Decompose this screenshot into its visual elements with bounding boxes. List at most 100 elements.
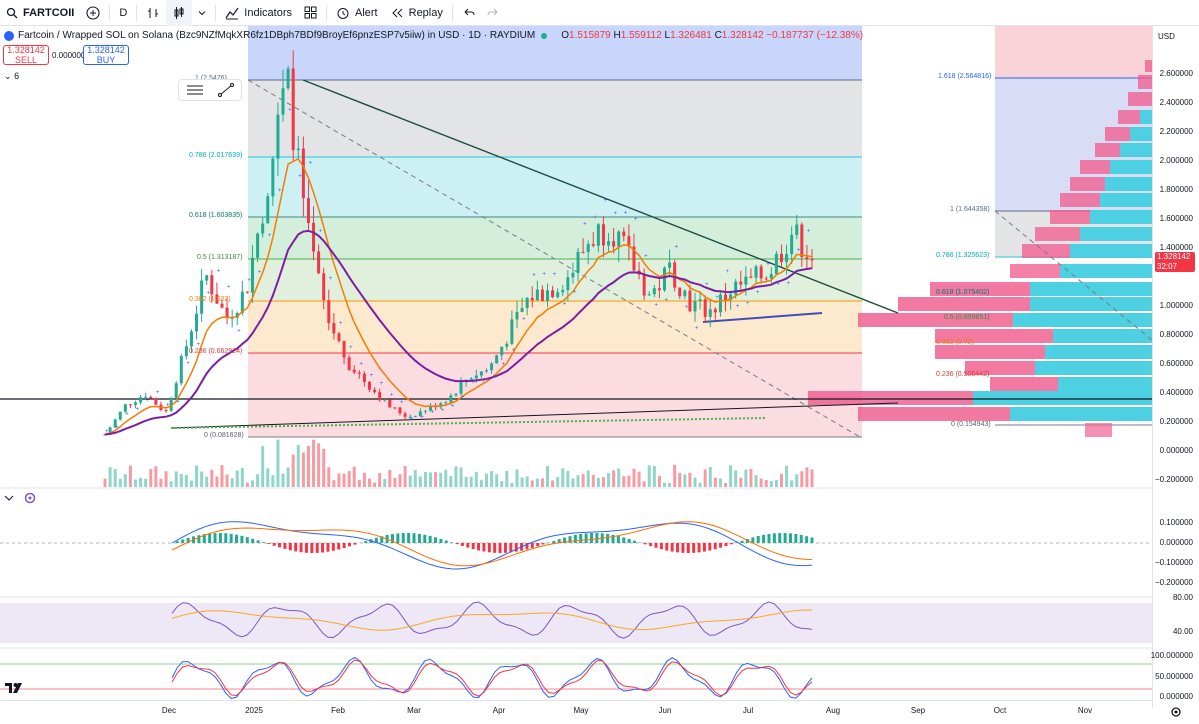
candle-body (205, 275, 209, 281)
candle-body (317, 251, 321, 274)
psar-dot: + (685, 304, 689, 310)
psar-dots: + + + + + + + + + + + + + + + + + + + + + + + + + + + + + + + + + + + + + + + +… (105, 108, 811, 435)
replay-button[interactable]: Replay (384, 0, 449, 26)
macd-hist-bar (692, 543, 696, 553)
grid-icon (304, 6, 317, 19)
chart-type-dropdown[interactable] (192, 0, 212, 26)
candle-body (184, 346, 188, 357)
psar-dot: + (319, 228, 323, 234)
alert-button[interactable]: Alert (330, 0, 384, 26)
interval-button[interactable]: D (113, 0, 133, 26)
trendline-tool-icon[interactable] (218, 83, 234, 97)
macd-hist-bar (611, 534, 615, 543)
refresh-icon[interactable] (24, 492, 36, 504)
redo-button[interactable] (481, 0, 506, 26)
templates-button[interactable] (298, 0, 323, 26)
psar-dot: + (115, 425, 119, 431)
volume-bar (174, 471, 178, 487)
compare-button[interactable] (80, 0, 106, 26)
bar-countdown: 32:07 (1157, 262, 1178, 271)
psar-dot: + (441, 407, 445, 413)
undo-icon (464, 8, 475, 15)
volume-bar (739, 477, 743, 487)
alarm-clock-icon (337, 7, 349, 19)
macd-hist-bar (315, 543, 319, 553)
macd-hist-bar (331, 543, 335, 551)
fib-zone (248, 26, 862, 80)
macd-tick: −0.100000 (1154, 558, 1193, 567)
psar-dot: + (695, 325, 699, 331)
macd-hist-bar (261, 542, 265, 543)
candle-body (449, 395, 453, 403)
candle-body (688, 290, 692, 312)
volume-bar (520, 477, 524, 487)
current-price: 1.328142 (1157, 252, 1191, 261)
volume-bar (332, 480, 336, 487)
volume-bar (490, 471, 494, 487)
macd-hist-bar (595, 533, 599, 543)
macd-hist-bar (530, 543, 534, 548)
volume-bar (505, 470, 509, 487)
symbol-search[interactable]: FARTCOII (0, 0, 80, 26)
legend-title[interactable]: Fartcoin / Wrapped SOL on Solana (Bzc9NZ… (18, 30, 536, 41)
psar-dot: + (369, 373, 373, 379)
fib-zone (248, 80, 862, 157)
candle-body (678, 287, 682, 297)
macd-hist-bar (326, 543, 330, 552)
indicators-button[interactable]: Indicators (219, 0, 298, 26)
volume-bar (759, 478, 763, 487)
candle-body (306, 198, 310, 223)
symbol-label: FARTCOII (23, 6, 75, 19)
macd-hist-bar (321, 543, 325, 553)
volume-bar (367, 478, 371, 487)
indicators-toggle[interactable]: ⌄ 6 (4, 71, 19, 82)
psar-dot: + (746, 301, 750, 307)
psar-dot: + (736, 304, 740, 310)
bar-style-button[interactable] (140, 0, 166, 26)
dotted-level (170, 417, 766, 429)
candle-body (790, 234, 794, 255)
chevron-down-icon[interactable] (4, 494, 14, 502)
price-tick: 1.800000 (1159, 185, 1193, 194)
volume-bar (627, 475, 631, 487)
stoch-d-line (171, 659, 813, 697)
lines-settings-icon[interactable] (186, 84, 204, 96)
candle-body (378, 392, 382, 401)
candles-style-button[interactable] (166, 0, 193, 26)
volume-bar (647, 465, 651, 487)
candle-body (607, 241, 611, 246)
candle-body (759, 266, 763, 279)
macd-hist-bar (267, 543, 271, 544)
time-tick: Mar (407, 706, 421, 715)
macd-hist-bar (579, 534, 583, 543)
psar-dot: + (298, 174, 302, 180)
candle-body (179, 356, 183, 384)
time-tick: May (573, 706, 589, 715)
macd-hist-bar (460, 543, 464, 546)
volume-bar (322, 448, 326, 487)
price-axis[interactable]: USD 2.600000 2.400000 2.200000 2.000000 … (1151, 26, 1199, 708)
undo-button[interactable] (456, 0, 481, 26)
change-value: −0.187737 (−12.38%) (766, 30, 864, 41)
volume-bar (128, 465, 132, 487)
settings-gear-icon[interactable] (1170, 706, 1182, 718)
buy-button[interactable]: 1.328142 BUY (83, 45, 129, 65)
currency-label[interactable]: USD (1158, 32, 1175, 41)
psar-dot: + (471, 380, 475, 386)
volume-bar (683, 474, 687, 487)
macd-hist-bar (573, 534, 577, 543)
fib-label: 0 (0.081628) (204, 432, 244, 439)
candle-body (230, 317, 234, 319)
volume-bar (734, 470, 738, 487)
candle-body (749, 276, 753, 278)
price-chart[interactable]: + + + + + + + + + + + + + + + + + + + + + + + + + + + + + + + + + + + + + + + +… (0, 26, 1152, 708)
volume-bar (795, 474, 799, 487)
volume-bar (357, 479, 361, 487)
macd-hist-bar (788, 533, 792, 543)
psar-dot: + (573, 290, 577, 296)
psar-dot: + (390, 392, 394, 398)
candle-body (225, 307, 229, 319)
time-axis[interactable]: Dec 2025 Feb Mar Apr May Jun Jul Aug Sep… (0, 700, 1152, 724)
volume-bar (225, 474, 229, 487)
sell-button[interactable]: 1.328142 SELL (3, 45, 49, 65)
